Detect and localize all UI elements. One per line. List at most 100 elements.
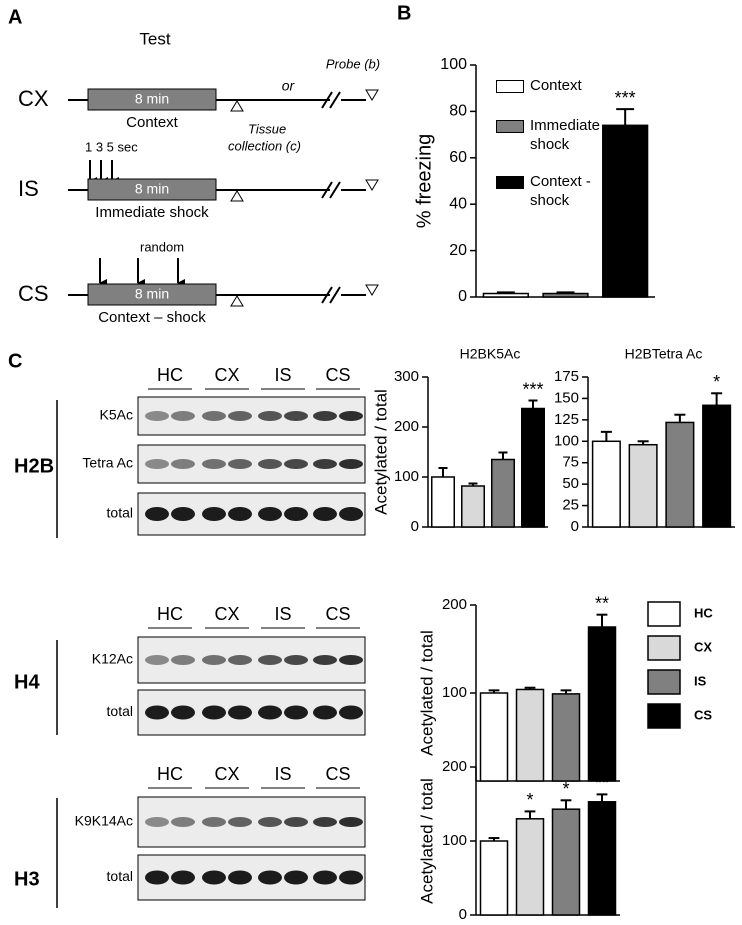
y-tick-label: 150 [554, 389, 579, 406]
y-tick-label: 75 [562, 454, 579, 471]
or-text: or [282, 78, 296, 94]
lane-group-label: HC [157, 365, 183, 385]
lane-group-label: IS [274, 365, 291, 385]
blot-band [145, 507, 169, 521]
y-tick-label: 100 [554, 432, 579, 449]
bar [628, 443, 658, 528]
blot-band [145, 459, 169, 469]
significance-label: * [562, 779, 569, 799]
lane-group-label: HC [157, 604, 183, 624]
blot-band [171, 655, 195, 665]
blot-band [313, 870, 337, 885]
significance-label: * [713, 372, 720, 392]
blot-row-label: Tetra Ac [82, 455, 133, 471]
significance-label: ** [595, 773, 609, 793]
lane-group-label: CS [325, 604, 350, 624]
chart-title: H2BTetra Ac [625, 346, 703, 362]
y-tick-label: 80 [449, 103, 467, 120]
panel-title: Test [139, 29, 170, 48]
y-tick-label: 40 [449, 195, 467, 212]
blot-band [228, 817, 252, 827]
histone-label: H4 [14, 671, 40, 693]
blot-band [171, 817, 195, 827]
blot-band [171, 507, 195, 521]
y-tick-label: 0 [411, 518, 419, 535]
blot-band [145, 870, 169, 885]
blot-row-label: K9K14Ac [75, 813, 133, 829]
blot-band [284, 870, 308, 885]
legend-swatch [647, 669, 681, 695]
blot-band [258, 411, 282, 421]
lane-group-label: CS [325, 365, 350, 385]
blot-band [339, 507, 363, 521]
tissue-marker [230, 190, 244, 202]
blot-row-label: total [107, 868, 133, 884]
legend-label: HC [694, 605, 713, 620]
blot-band [284, 705, 308, 720]
blot-band [202, 655, 226, 665]
blot-band [258, 705, 282, 720]
blot-band [339, 655, 363, 665]
y-tick-label: 25 [562, 497, 579, 514]
group-label: CS [18, 281, 49, 306]
session-caption: Context [126, 114, 179, 131]
group-label: CX [18, 86, 49, 111]
blot-band [202, 817, 226, 827]
blot-band [339, 411, 363, 421]
y-tick-label: 0 [458, 288, 467, 305]
lane-group-label: IS [274, 764, 291, 784]
y-tick-label: 60 [449, 149, 467, 166]
legend-label: Immediate shock [530, 117, 601, 153]
legend-label: IS [694, 673, 707, 688]
y-tick-label: 175 [554, 368, 579, 385]
session-box [87, 283, 217, 306]
session-duration: 8 min [135, 91, 169, 107]
lane-group-label: CS [325, 764, 350, 784]
blot-band [145, 655, 169, 665]
blot-band [171, 705, 195, 720]
session-box [87, 178, 217, 201]
bar [665, 421, 695, 528]
lane-group-label: HC [157, 764, 183, 784]
session-box [87, 88, 217, 111]
chart-title: H2BK5Ac [460, 346, 521, 362]
legend-label: CS [694, 707, 712, 722]
session-caption: Context – shock [98, 309, 206, 326]
bar [591, 440, 621, 528]
blot-row-label: K5Ac [100, 407, 133, 423]
blot-band [284, 655, 308, 665]
blot-band [228, 870, 252, 885]
y-tick-label: 0 [571, 518, 579, 535]
bar [551, 693, 581, 782]
session-caption: Immediate shock [95, 204, 209, 221]
histone-label: H2B [14, 455, 54, 477]
blot-band [145, 705, 169, 720]
probe-marker [365, 89, 379, 101]
probe-marker [365, 179, 379, 191]
legend-swatch [496, 80, 524, 93]
blot-band [202, 411, 226, 421]
bar [461, 485, 485, 528]
blot-band [284, 507, 308, 521]
panel-label: C [8, 350, 22, 372]
lane-group-label: CX [214, 764, 239, 784]
blot-band [339, 870, 363, 885]
tissue-text: collection (c) [228, 138, 301, 153]
y-tick-label: 200 [442, 758, 467, 775]
blot-band [313, 705, 337, 720]
blot-band [258, 870, 282, 885]
group-label: IS [18, 176, 39, 201]
blot-band [145, 411, 169, 421]
blot-row-label: total [107, 505, 133, 521]
blot-band [313, 459, 337, 469]
blot-band [171, 459, 195, 469]
y-axis-label: Acetylated / total [417, 778, 436, 904]
session-duration: 8 min [135, 286, 169, 302]
bar [491, 458, 515, 528]
bar [479, 692, 509, 782]
y-tick-label: 300 [394, 368, 419, 385]
legend-swatch [496, 176, 524, 189]
bar [431, 476, 455, 528]
legend-swatch [496, 120, 524, 133]
